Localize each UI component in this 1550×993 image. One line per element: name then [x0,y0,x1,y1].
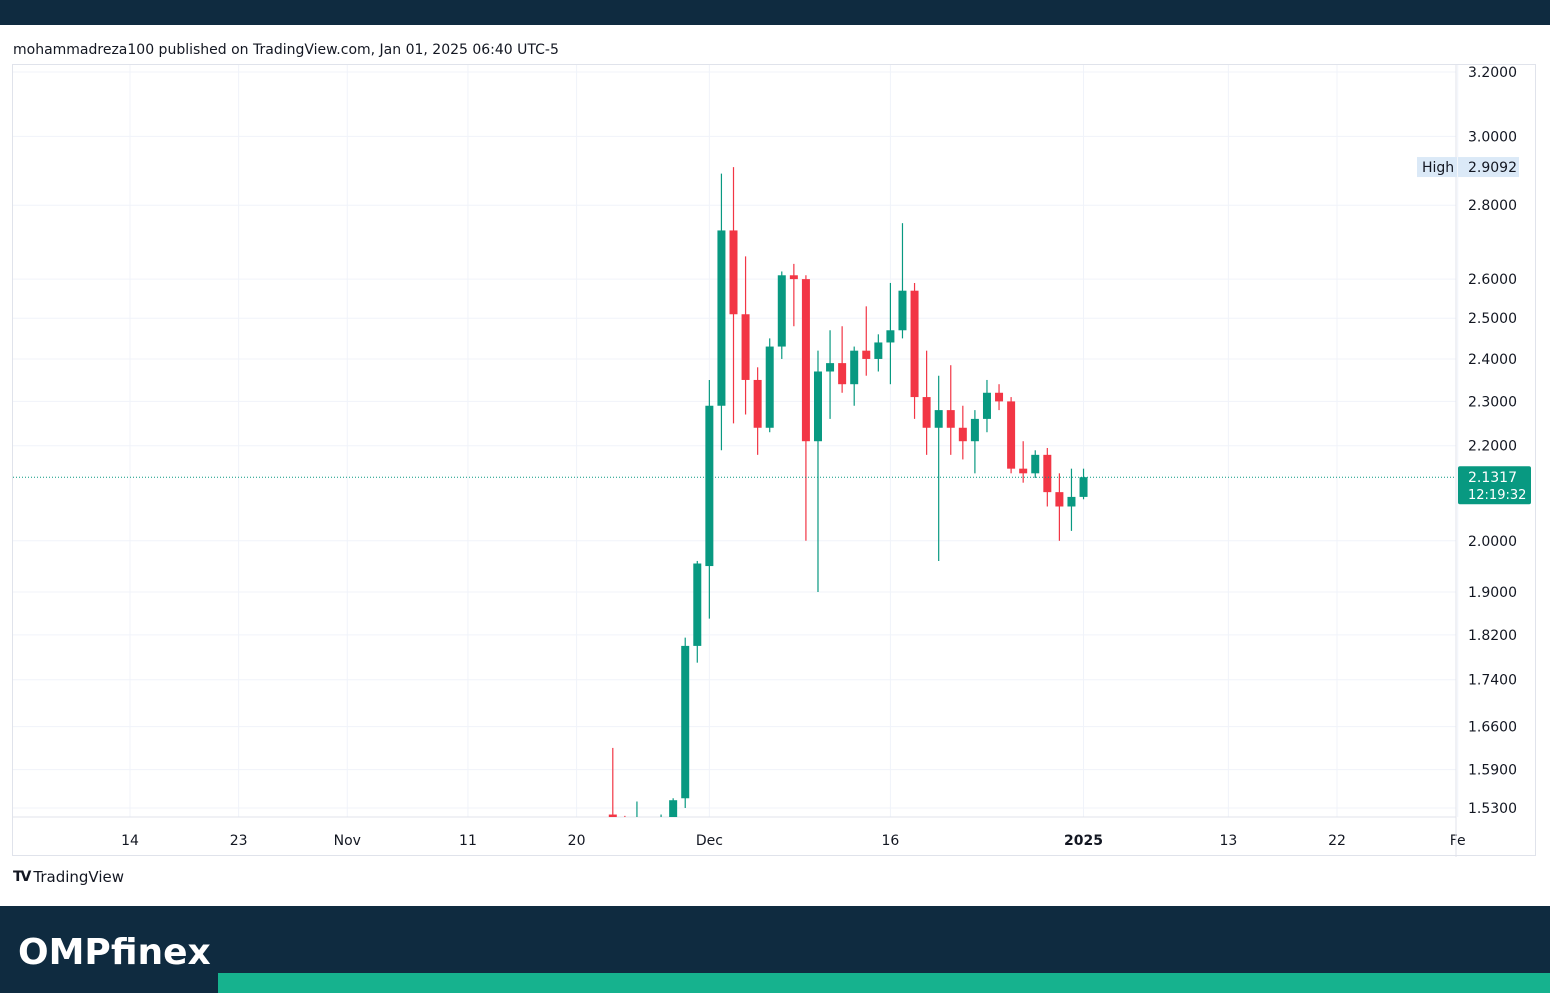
candle-body-down [608,814,617,817]
candle-body-down [838,363,847,385]
y-tick-label: 3.2000 [1468,65,1517,81]
published-info: mohammadreza100 published on TradingView… [13,42,559,58]
y-tick-label: 1.6600 [1468,720,1517,736]
high-value: 2.9092 [1468,160,1517,176]
candle-body-up [717,230,726,406]
high-tag-label: High [1422,160,1454,176]
candle-body-down [862,350,871,359]
x-tick-label: Fe [1450,833,1466,849]
candle-body-up [982,392,991,419]
candle-body-up [813,371,822,442]
candle-body-down [1007,401,1016,469]
candle-body-down [741,314,750,380]
brand-part1: OMPf [18,932,138,973]
y-tick-label: 1.8200 [1468,628,1517,644]
x-tick-label: 16 [881,833,899,849]
top-bar [0,0,1550,25]
x-tick-label: 23 [230,833,248,849]
brand-logo: OMPfinex [18,932,211,973]
candle-body-up [874,342,883,359]
footer-accent-stripe [218,973,1550,993]
y-tick-label: 1.5900 [1468,763,1517,779]
y-tick-label: 1.9000 [1468,585,1517,601]
candle-body-up [705,405,714,567]
high-tag-bg [1417,157,1457,178]
candle-body-up [669,800,678,817]
y-tick-label: 2.8000 [1468,198,1517,214]
x-tick-label: 14 [121,833,139,849]
candle-body-down [958,427,967,442]
tradingview-logo[interactable]: TV TradingView [13,868,124,886]
candle-body-up [826,363,835,372]
candle-body-down [753,379,762,428]
candle-body-up [681,645,690,799]
candle-body-up [777,275,786,347]
candle-body-up [886,330,895,343]
candle-body-up [1067,496,1076,507]
last-price-countdown: 12:19:32 [1468,488,1526,503]
brand-part2: nex [137,932,211,973]
x-tick-label: 11 [459,833,477,849]
y-tick-label: 3.0000 [1468,129,1517,145]
x-tick-label: 20 [568,833,586,849]
high-value-bg [1458,157,1519,178]
x-tick-label: 2025 [1064,833,1103,849]
y-tick-label: 2.4000 [1468,352,1517,368]
chart-frame: 1.5300 1.5900 1.6600 1.7400 1.8200 1.9000 2.00… [12,64,1537,857]
y-tick-label: 2.5000 [1468,311,1517,327]
y-tick-label: 2.0000 [1468,534,1517,550]
x-tick-label: Nov [334,833,361,849]
candle-body-down [801,279,810,442]
candle-body-down [946,410,955,428]
y-tick-label: 2.6000 [1468,272,1517,288]
candle-body-up [934,410,943,428]
y-tick-label: 1.5300 [1468,801,1517,817]
candle-body-up [633,821,641,823]
candle-body-up [657,819,665,821]
x-tick-label: 22 [1328,833,1346,849]
candle-body-up [970,418,979,442]
candlestick-chart[interactable]: 1.5300 1.5900 1.6600 1.7400 1.8200 1.9000 2.00… [13,65,1537,857]
last-price-value: 2.1317 [1468,470,1517,486]
x-tick-label: 13 [1219,833,1237,849]
candles-group [608,167,1088,823]
candle-body-down [1055,492,1064,507]
candle-body-down [995,392,1004,402]
candle-body-up [898,290,907,331]
candle-body-down [621,819,629,821]
y-tick-label: 1.7400 [1468,673,1517,689]
candle-body-up [765,346,774,428]
candle-body-down [1019,468,1028,474]
candle-body-up [1079,477,1088,497]
candle-body-down [1043,454,1052,493]
y-tick-label: 2.2000 [1468,439,1517,455]
tradingview-mark-icon: TV [13,869,31,885]
candle-body-down [789,275,798,280]
y-tick-label: 2.3000 [1468,394,1517,410]
candle-body-up [1031,454,1040,474]
x-tick-label: Dec [696,833,723,849]
candle-body-up [693,563,702,646]
candle-body-down [922,397,931,428]
candle-body-up [850,350,859,385]
tradingview-label: TradingView [33,868,125,886]
candle-body-down [729,230,738,315]
footer-banner: OMPfinex [0,906,1550,993]
candle-body-down [910,290,919,398]
last-price-label-bg [1458,466,1531,505]
